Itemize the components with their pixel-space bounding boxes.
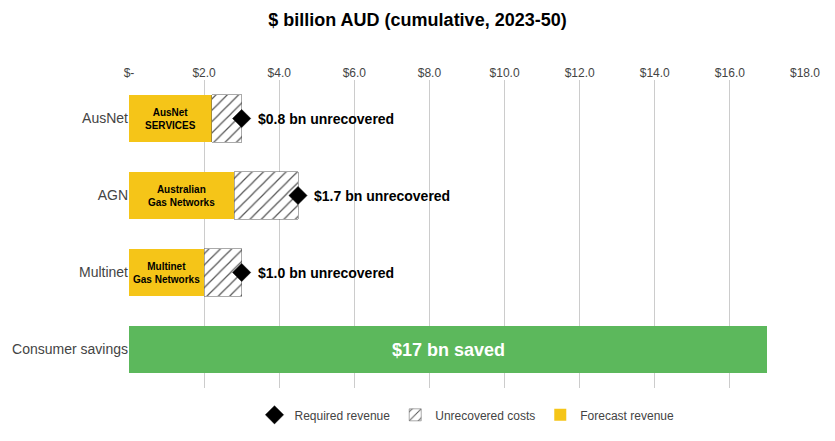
- svg-text:Consumer savings: Consumer savings: [12, 341, 128, 357]
- svg-text:AusNet: AusNet: [82, 110, 128, 126]
- svg-text:MultinetGas Networks: MultinetGas Networks: [133, 261, 200, 285]
- svg-text:$1.0 bn unrecovered: $1.0 bn unrecovered: [258, 265, 394, 281]
- svg-text:$0.8 bn unrecovered: $0.8 bn unrecovered: [258, 111, 394, 127]
- svg-text:$-: $-: [124, 66, 135, 80]
- svg-text:$6.0: $6.0: [343, 66, 367, 80]
- svg-text:AustralianGas Networks: AustralianGas Networks: [148, 184, 215, 208]
- svg-text:$10.0: $10.0: [490, 66, 520, 80]
- svg-text:$1.7 bn unrecovered: $1.7 bn unrecovered: [314, 188, 450, 204]
- svg-text:$ billion AUD (cumulative, 202: $ billion AUD (cumulative, 2023-50): [268, 10, 566, 30]
- svg-text:Unrecovered costs: Unrecovered costs: [435, 409, 535, 423]
- svg-text:Required revenue: Required revenue: [295, 409, 391, 423]
- svg-text:$18.0: $18.0: [790, 66, 820, 80]
- svg-text:$17 bn saved: $17 bn saved: [392, 340, 505, 360]
- svg-text:$12.0: $12.0: [565, 66, 595, 80]
- svg-text:$4.0: $4.0: [268, 66, 292, 80]
- svg-text:$2.0: $2.0: [192, 66, 216, 80]
- svg-text:Forecast revenue: Forecast revenue: [580, 409, 674, 423]
- svg-text:$8.0: $8.0: [418, 66, 442, 80]
- svg-text:AGN: AGN: [98, 187, 128, 203]
- svg-text:$16.0: $16.0: [715, 66, 745, 80]
- svg-text:AusNetSERVICES: AusNetSERVICES: [145, 107, 196, 131]
- svg-text:Multinet: Multinet: [79, 264, 128, 280]
- svg-text:$14.0: $14.0: [640, 66, 670, 80]
